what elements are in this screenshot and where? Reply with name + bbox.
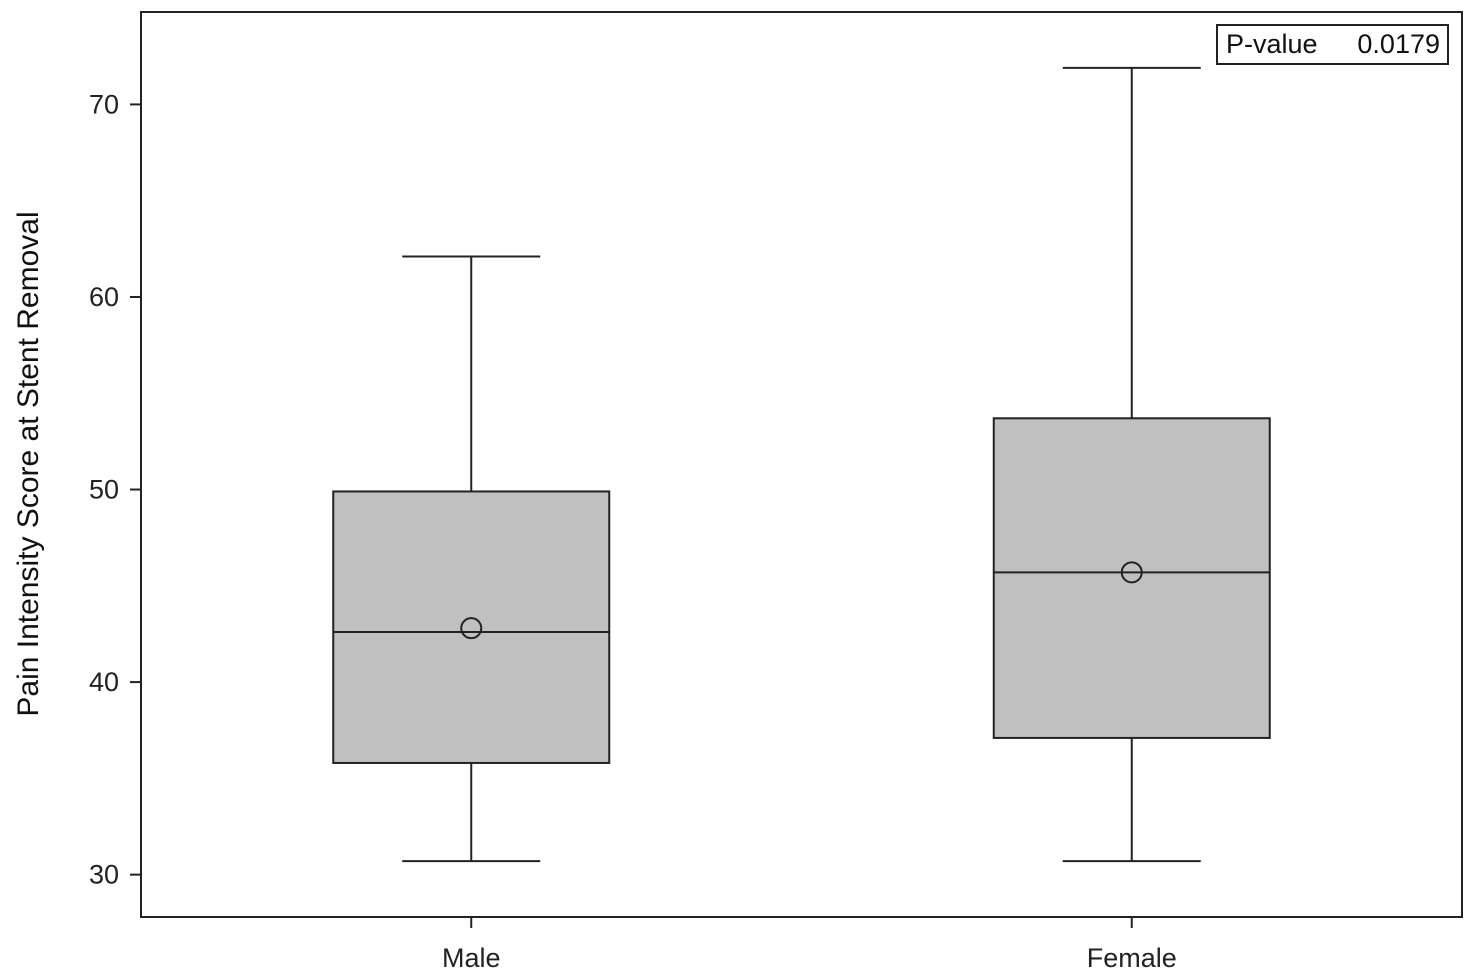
box-series	[332, 66, 1271, 863]
y-tick-label: 40	[89, 667, 119, 697]
p-value-number: 0.0179	[1357, 29, 1440, 59]
y-tick-label: 30	[89, 860, 119, 890]
p-value-annotation: P-value 0.0179	[1216, 24, 1449, 65]
mean-marker	[460, 617, 483, 640]
y-axis: 30 40 50 60 70	[89, 89, 141, 890]
mean-marker	[1120, 561, 1143, 584]
iqr-box	[992, 417, 1271, 739]
iqr-box	[332, 490, 611, 764]
p-value-box	[1216, 24, 1449, 65]
box-group-male	[332, 255, 611, 863]
y-tick-label: 60	[89, 282, 119, 312]
y-tick-label: 50	[89, 475, 119, 505]
y-axis-title: Pain Intensity Score at Stent Removal	[12, 211, 45, 716]
x-tick-label: Male	[442, 943, 501, 973]
y-tick-label: 70	[89, 89, 119, 119]
x-tick-label: Female	[1087, 943, 1177, 973]
p-value-label: P-value	[1226, 29, 1318, 59]
box-group-female	[992, 66, 1271, 863]
x-axis: Male Female	[442, 917, 1177, 973]
plot-frame	[140, 11, 1463, 918]
